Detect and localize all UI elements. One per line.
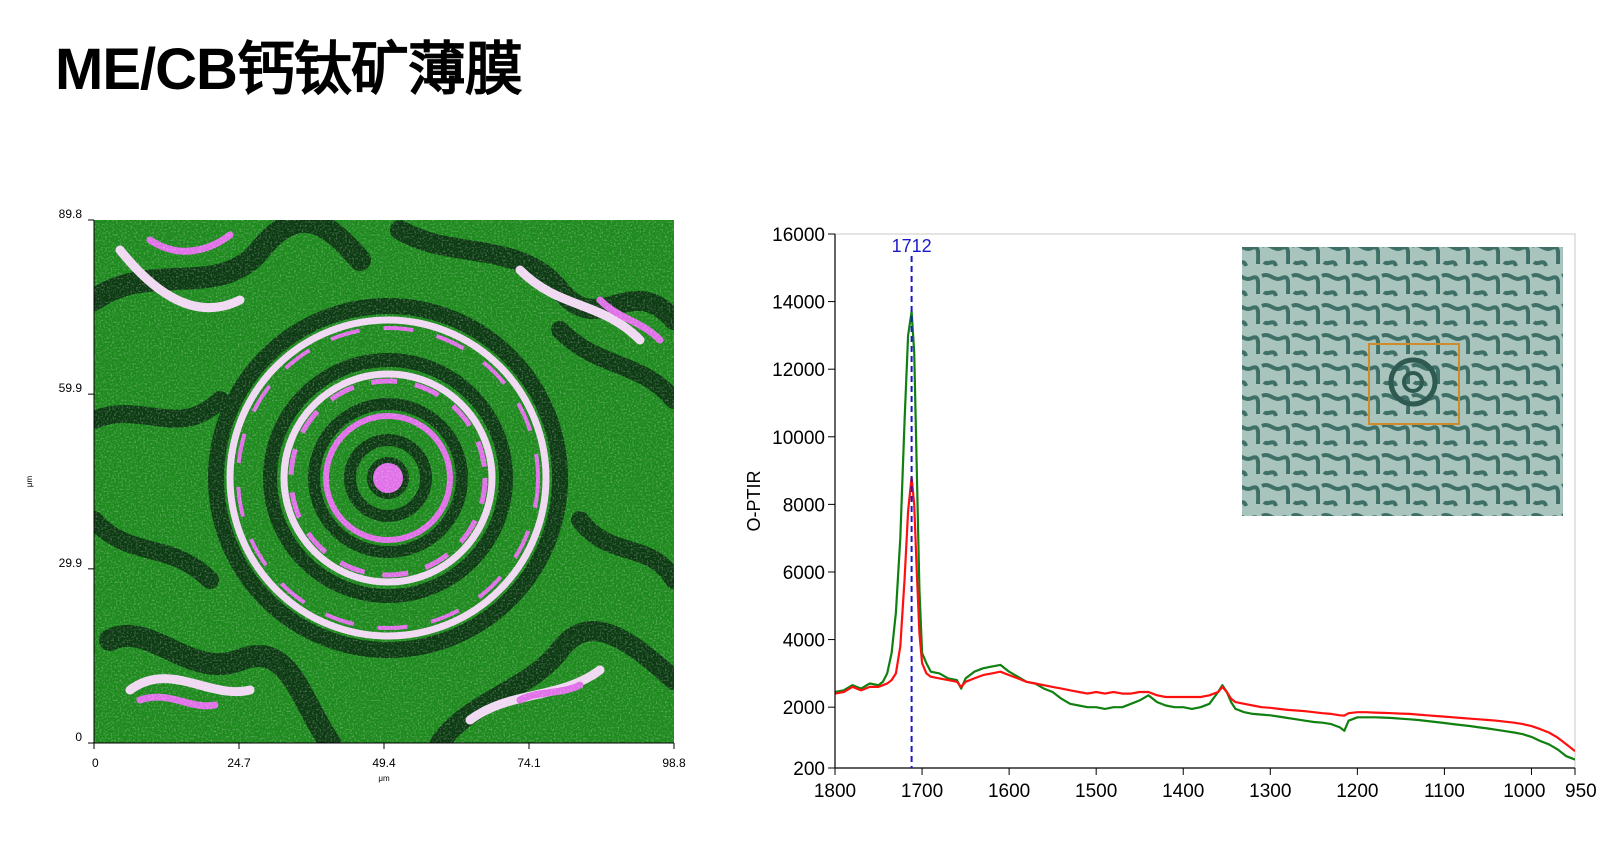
spectrum-x-tick-label: 1700 — [901, 781, 943, 802]
heatmap-x-tick-label: 49.4 — [372, 756, 396, 770]
spectrum-x-tick-label: 1500 — [1075, 781, 1117, 802]
heatmap-x-tick-label: 0 — [92, 756, 99, 770]
heatmap-y-tick-label: 89.8 — [59, 207, 83, 221]
spectrum-y-tick-label: 8000 — [783, 495, 825, 516]
heatmap-x-tick-label: 98.8 — [662, 756, 686, 770]
spectrum-y-tick-label: 200 — [793, 759, 825, 780]
spectrum-series-2 — [835, 476, 1575, 752]
spectrum-y-tick-label: 12000 — [772, 360, 825, 381]
spectrum-x-tick-label: 1000 — [1503, 781, 1545, 802]
heatmap-speckle — [94, 220, 674, 743]
heatmap-x-tick-label: 74.1 — [517, 756, 541, 770]
spectrum-y-tick-label: 16000 — [772, 225, 825, 246]
spectrum-x-tick-label: 1600 — [988, 781, 1030, 802]
page-title: ME/CB钙钛矿薄膜 — [55, 37, 523, 102]
spectrum-y-tick-label: 10000 — [772, 428, 825, 449]
heatmap-y-tick-label: 29.9 — [59, 556, 83, 570]
heatmap-y-tick-label: 0 — [75, 730, 82, 744]
inset-ring-feature — [1388, 357, 1438, 407]
spectrum-y-tick-label: 4000 — [783, 631, 825, 652]
heatmap-y-axis-label: μm — [25, 476, 34, 488]
peak-marker-label: 1712 — [892, 236, 932, 256]
heatmap-x-axis-label: μm — [378, 774, 390, 783]
optical-inset-image — [1242, 247, 1563, 516]
spectrum-x-tick-label: 950 — [1565, 781, 1597, 802]
spectrum-y-tick-label: 14000 — [772, 293, 825, 314]
heatmap-y-tick-label: 59.9 — [59, 381, 83, 395]
inset-region-box — [1368, 343, 1460, 425]
spectrum-x-tick-label: 1400 — [1162, 781, 1204, 802]
spectrum-y-tick-label: 6000 — [783, 563, 825, 584]
spectrum-x-tick-label: 1200 — [1336, 781, 1378, 802]
spectrum-axes: 200 2000 4000 6000 8000 10000 12000 14000 16000 1… — [744, 225, 1597, 802]
spectrum-x-tick-label: 1300 — [1249, 781, 1291, 802]
spectrum-y-axis-label: O-PTIR — [744, 471, 764, 532]
spectrum-series-1 — [835, 310, 1575, 761]
heatmap-axes: 0 24.7 49.4 74.1 98.8 0 29.9 59.9 89.8 μm μm — [25, 207, 686, 783]
heatmap-x-tick-label: 24.7 — [227, 756, 251, 770]
spectrum-y-tick-label: 2000 — [783, 698, 825, 719]
spectrum-x-tick-label: 1800 — [814, 781, 856, 802]
spectrum-x-tick-label: 1100 — [1424, 781, 1465, 802]
